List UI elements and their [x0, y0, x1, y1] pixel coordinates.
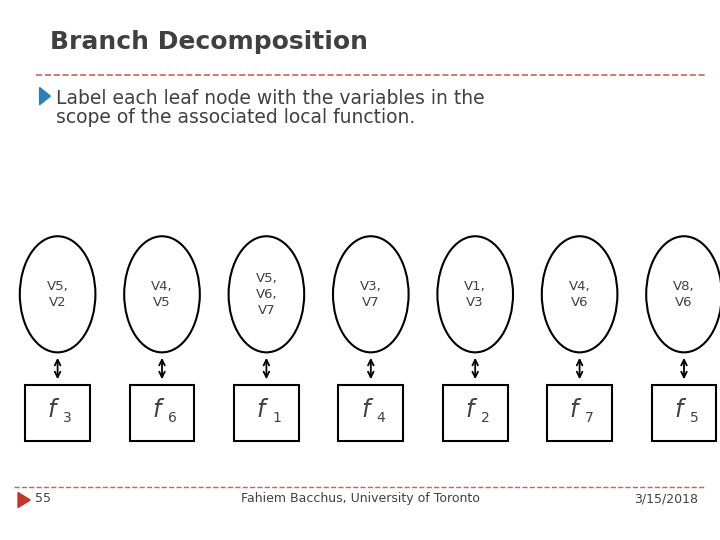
Bar — [652, 384, 716, 442]
Polygon shape — [40, 87, 50, 105]
Text: 1: 1 — [272, 411, 281, 426]
Text: scope of the associated local function.: scope of the associated local function. — [56, 108, 415, 127]
Text: Branch Decomposition: Branch Decomposition — [50, 30, 369, 53]
Text: 55: 55 — [35, 492, 50, 505]
Bar — [547, 384, 612, 442]
Text: $f$: $f$ — [361, 399, 374, 422]
Text: $f$: $f$ — [674, 399, 687, 422]
Bar — [130, 384, 194, 442]
Ellipse shape — [647, 237, 720, 352]
Text: Label each leaf node with the variables in the: Label each leaf node with the variables … — [56, 89, 485, 107]
Text: V1,
V3: V1, V3 — [464, 280, 486, 309]
Text: V5,
V2: V5, V2 — [47, 280, 68, 309]
Ellipse shape — [20, 237, 95, 352]
Ellipse shape — [542, 237, 618, 352]
Text: V4,
V6: V4, V6 — [569, 280, 590, 309]
Text: $f$: $f$ — [465, 399, 478, 422]
Text: 5: 5 — [690, 411, 698, 426]
Bar — [443, 384, 508, 442]
Text: 3/15/2018: 3/15/2018 — [634, 492, 698, 505]
Text: 4: 4 — [377, 411, 385, 426]
Text: $f$: $f$ — [152, 399, 165, 422]
Text: V5,
V6,
V7: V5, V6, V7 — [256, 272, 277, 317]
Text: 2: 2 — [481, 411, 490, 426]
Ellipse shape — [438, 237, 513, 352]
Text: V3,
V7: V3, V7 — [360, 280, 382, 309]
Polygon shape — [18, 492, 30, 508]
Text: Fahiem Bacchus, University of Toronto: Fahiem Bacchus, University of Toronto — [240, 492, 480, 505]
Text: $f$: $f$ — [256, 399, 269, 422]
Ellipse shape — [228, 237, 305, 352]
Bar — [25, 384, 90, 442]
Text: 3: 3 — [63, 411, 72, 426]
Ellipse shape — [125, 237, 200, 352]
Text: $f$: $f$ — [570, 399, 582, 422]
Bar — [234, 384, 299, 442]
Bar — [338, 384, 403, 442]
Text: V8,
V6: V8, V6 — [673, 280, 695, 309]
Text: $f$: $f$ — [48, 399, 60, 422]
Text: 6: 6 — [168, 411, 176, 426]
Ellipse shape — [333, 237, 409, 352]
Text: 7: 7 — [585, 411, 594, 426]
Text: V4,
V5: V4, V5 — [151, 280, 173, 309]
